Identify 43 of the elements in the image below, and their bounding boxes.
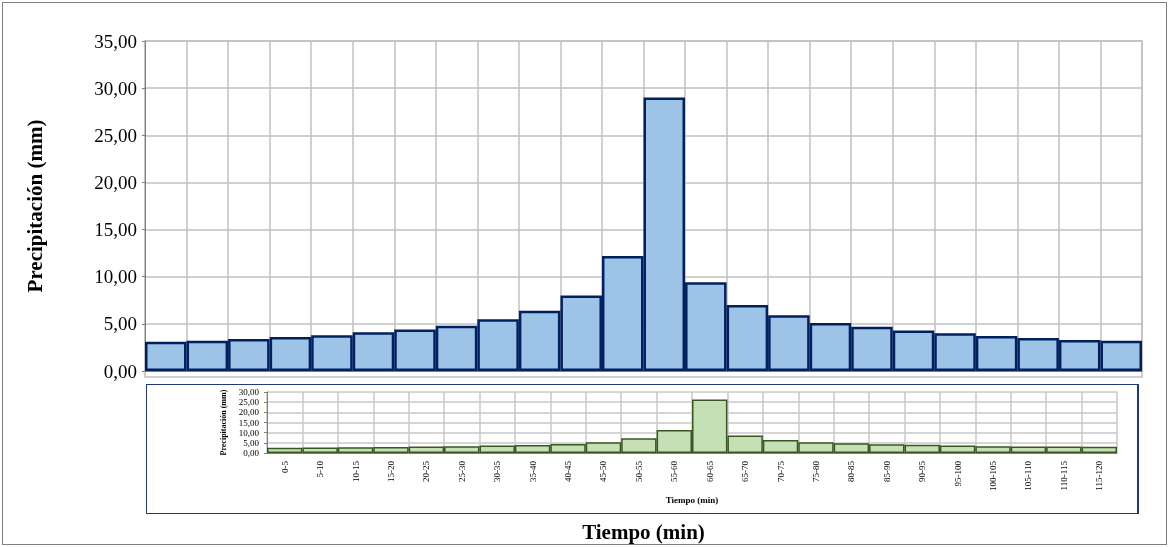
y-tick-label: 20,00: [238, 407, 260, 418]
x-tick-label: 30-35: [492, 460, 503, 483]
x-tick-label: 20-25: [421, 460, 432, 483]
y-tick-label: 5,00: [103, 313, 137, 335]
y-tick-label: 25,00: [238, 397, 260, 408]
x-tick-label: 75-80: [810, 460, 821, 483]
x-tick-label: 100-105: [988, 460, 999, 492]
x-tick-label: 55-60: [669, 460, 680, 483]
x-tick-label: 35-40: [527, 460, 538, 483]
x-axis-title: Tiempo (min): [665, 494, 719, 505]
y-tick-label: 0,00: [243, 448, 260, 459]
x-tick-label: 5-10: [315, 460, 326, 478]
y-tick-label: 10,00: [238, 427, 260, 438]
x-tick-label: 0-5: [279, 460, 290, 474]
y-tick-label: 10,00: [94, 266, 137, 288]
x-tick-label: 110-115: [1058, 460, 1069, 491]
x-tick-label: 10-15: [350, 460, 361, 483]
x-tick-label: 15-20: [385, 460, 396, 483]
x-tick-label: 105-110: [1023, 460, 1034, 491]
x-tick-label: 50-55: [633, 460, 644, 483]
y-axis-title: Precipitación (mm): [22, 119, 47, 293]
y-tick-label: 30,00: [94, 77, 137, 99]
y-tick-label: 35,00: [94, 30, 137, 52]
x-tick-label: 25-30: [456, 460, 467, 483]
x-tick-label: 115-120: [1094, 460, 1105, 491]
x-tick-label: 45-50: [598, 460, 609, 483]
y-tick-label: 25,00: [94, 124, 137, 146]
x-tick-label: 65-70: [740, 460, 751, 483]
x-tick-label: 60-65: [704, 460, 715, 483]
y-tick-label: 0,00: [103, 360, 137, 382]
x-tick-label: 90-95: [917, 460, 928, 483]
y-tick-label: 15,00: [238, 417, 260, 428]
x-tick-label: 80-85: [846, 460, 857, 483]
y-tick-label: 30,00: [238, 387, 260, 397]
x-tick-label: 95-100: [952, 460, 963, 487]
y-tick-label: 20,00: [94, 171, 137, 193]
y-axis-title: Precipitación (mm): [219, 389, 229, 456]
x-tick-label: 85-90: [881, 460, 892, 483]
y-tick-label: 15,00: [94, 219, 137, 241]
x-tick-label: 40-45: [563, 460, 574, 483]
x-axis-title: Tiempo (min): [582, 519, 705, 544]
y-tick-label: 5,00: [243, 437, 260, 448]
x-tick-label: 70-75: [775, 460, 786, 483]
